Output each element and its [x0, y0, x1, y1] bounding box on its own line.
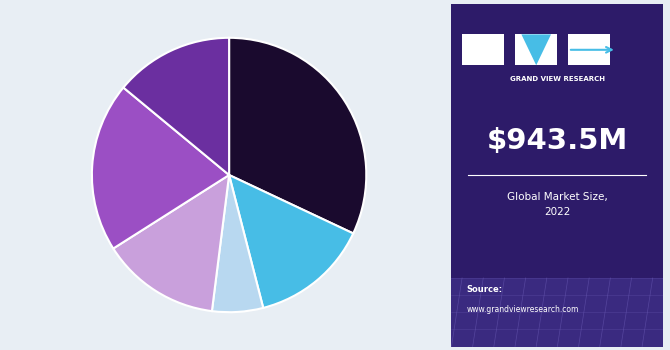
Text: GRAND VIEW RESEARCH: GRAND VIEW RESEARCH — [510, 76, 605, 82]
Bar — [462, 34, 505, 65]
Bar — [568, 34, 610, 65]
Text: Global Market Size,
2022: Global Market Size, 2022 — [507, 192, 608, 217]
Text: www.grandviewresearch.com: www.grandviewresearch.com — [466, 305, 579, 314]
Bar — [452, 278, 663, 346]
Polygon shape — [521, 34, 551, 65]
Text: $943.5M: $943.5M — [486, 127, 628, 155]
Wedge shape — [229, 175, 353, 308]
Wedge shape — [113, 175, 229, 311]
Wedge shape — [229, 38, 366, 233]
Wedge shape — [212, 175, 263, 312]
Bar — [515, 34, 557, 65]
Text: Source:: Source: — [466, 285, 502, 294]
Wedge shape — [123, 38, 229, 175]
Wedge shape — [92, 88, 229, 248]
